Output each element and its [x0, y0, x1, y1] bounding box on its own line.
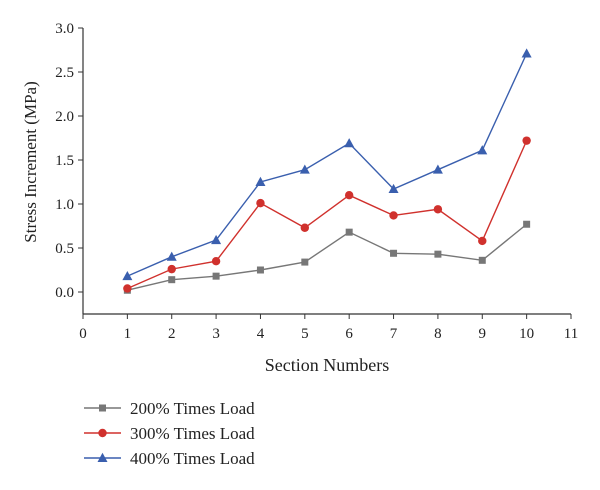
data-point: [166, 251, 177, 261]
data-point: [433, 205, 443, 214]
legend-label: 300% Times Load: [130, 424, 255, 443]
y-tick-label: 1.0: [55, 197, 74, 213]
series-line: [127, 223, 528, 291]
data-point: [256, 198, 265, 208]
y-tick-label: 3.0: [55, 21, 74, 37]
x-tick-label: 3: [212, 326, 220, 342]
data-point: [255, 176, 266, 186]
legend-marker: [98, 428, 107, 438]
x-tick-label: 11: [564, 326, 578, 342]
data-point: [521, 48, 532, 58]
y-tick-label: 0.5: [55, 241, 74, 257]
series-line: [127, 140, 528, 290]
legend-item: 300% Times Load: [84, 424, 255, 443]
series-1: [123, 220, 531, 294]
legend-item: 400% Times Load: [84, 449, 255, 468]
data-point: [388, 183, 399, 194]
data-point: [122, 270, 133, 281]
data-point: [478, 256, 486, 264]
data-point: [123, 284, 132, 293]
legend-item: 200% Times Load: [84, 399, 255, 418]
legend: 200% Times Load 300% Times Load 400% Times…: [84, 399, 255, 468]
axes: 0 1 2 3 4 5 6 7 8 9 10 11 0.0 0.5 1.0 1.5 2.0 2.5 3.0: [55, 21, 578, 342]
data-point: [212, 272, 220, 280]
x-tick-label: 6: [345, 326, 353, 342]
data-point: [389, 211, 398, 220]
x-tick-label: 4: [257, 326, 265, 342]
x-tick-label: 5: [301, 326, 309, 342]
y-tick-label: 1.5: [55, 153, 74, 169]
legend-label: 400% Times Load: [130, 449, 255, 468]
y-tick-label: 2.0: [55, 109, 74, 125]
legend-label: 200% Times Load: [130, 399, 255, 418]
data-point: [345, 228, 353, 236]
x-tick-label: 1: [124, 326, 132, 342]
data-point: [344, 138, 355, 148]
legend-marker: [97, 452, 108, 462]
data-point: [523, 220, 531, 228]
data-point: [301, 258, 309, 266]
series-line: [127, 53, 528, 277]
series-3: [122, 48, 532, 281]
data-point: [300, 223, 310, 232]
data-point: [344, 191, 354, 200]
y-tick-label: 0.0: [55, 285, 74, 301]
data-point: [434, 250, 442, 258]
data-point: [299, 164, 310, 174]
series-layer: [122, 48, 532, 294]
y-axis-label: Stress Increment (MPa): [21, 81, 40, 242]
data-point: [522, 136, 531, 145]
legend-marker: [99, 404, 106, 412]
data-point: [390, 249, 398, 257]
data-point: [211, 234, 222, 245]
data-point: [211, 257, 221, 266]
data-point: [167, 264, 176, 274]
x-tick-label: 2: [168, 326, 176, 342]
x-tick-label: 7: [390, 326, 398, 342]
x-axis-label: Section Numbers: [265, 355, 389, 375]
series-2: [123, 136, 531, 293]
x-tick-label: 0: [79, 326, 87, 342]
data-point: [168, 276, 176, 284]
data-point: [432, 164, 443, 174]
data-point: [256, 266, 264, 274]
y-tick-label: 2.5: [55, 65, 74, 81]
x-tick-label: 9: [479, 326, 487, 342]
data-point: [478, 236, 487, 246]
data-point: [477, 145, 488, 155]
x-tick-label: 10: [519, 326, 534, 342]
x-tick-label: 8: [434, 326, 442, 342]
